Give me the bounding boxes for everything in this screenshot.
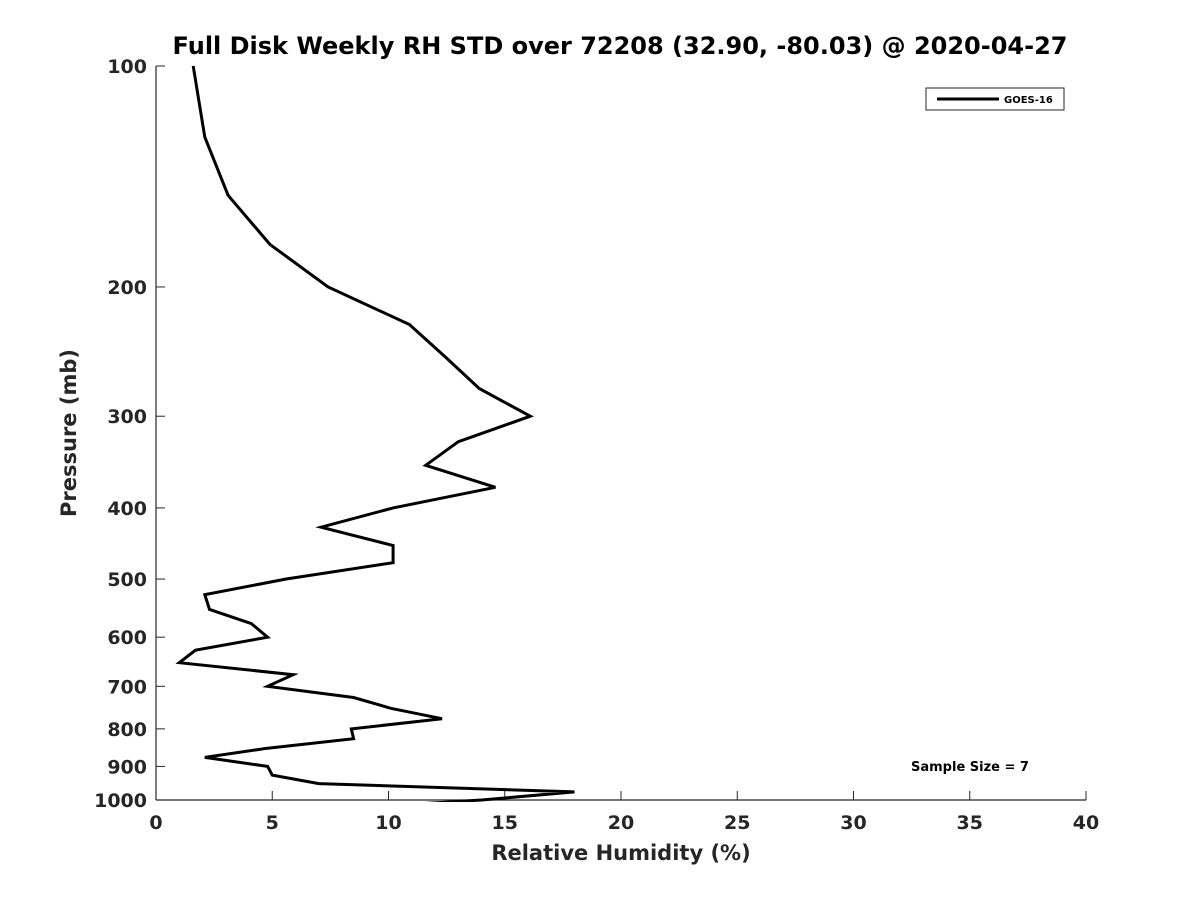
series-layer — [175, 65, 575, 802]
y-tick-label: 300 — [107, 406, 147, 428]
y-tick-label: 900 — [107, 756, 147, 778]
sample-size-annotation: Sample Size = 7 — [911, 760, 1029, 775]
legend: GOES-16 — [925, 87, 1065, 111]
y-tick-label: 700 — [107, 676, 147, 698]
x-tick-label: 15 — [492, 812, 518, 834]
y-tick-label: 100 — [107, 56, 147, 78]
series-line-goes-16 — [175, 65, 575, 802]
x-tick-label: 30 — [840, 812, 866, 834]
y-tick-label: 400 — [107, 498, 147, 520]
x-ticks: 0 5 10 15 20 25 30 35 40 — [149, 791, 1099, 834]
x-tick-label: 5 — [266, 812, 279, 834]
x-tick-label: 40 — [1073, 812, 1099, 834]
x-tick-label: 10 — [375, 812, 401, 834]
y-axis-label: Pressure (mb) — [57, 349, 81, 517]
y-tick-label: 1000 — [94, 790, 147, 812]
x-tick-label: 25 — [724, 812, 750, 834]
x-tick-label: 20 — [608, 812, 634, 834]
y-ticks: 100 200 300 400 500 600 700 800 900 1000 — [94, 56, 165, 812]
y-tick-label: 600 — [107, 627, 147, 649]
x-tick-label: 35 — [957, 812, 983, 834]
x-tick-label: 0 — [149, 812, 162, 834]
y-tick-label: 500 — [107, 569, 147, 591]
y-tick-label: 800 — [107, 719, 147, 741]
chart-title: Full Disk Weekly RH STD over 72208 (32.9… — [173, 32, 1068, 60]
x-axis-label: Relative Humidity (%) — [491, 841, 750, 865]
y-tick-label: 200 — [107, 277, 147, 299]
legend-label-goes-16: GOES-16 — [1004, 95, 1053, 106]
